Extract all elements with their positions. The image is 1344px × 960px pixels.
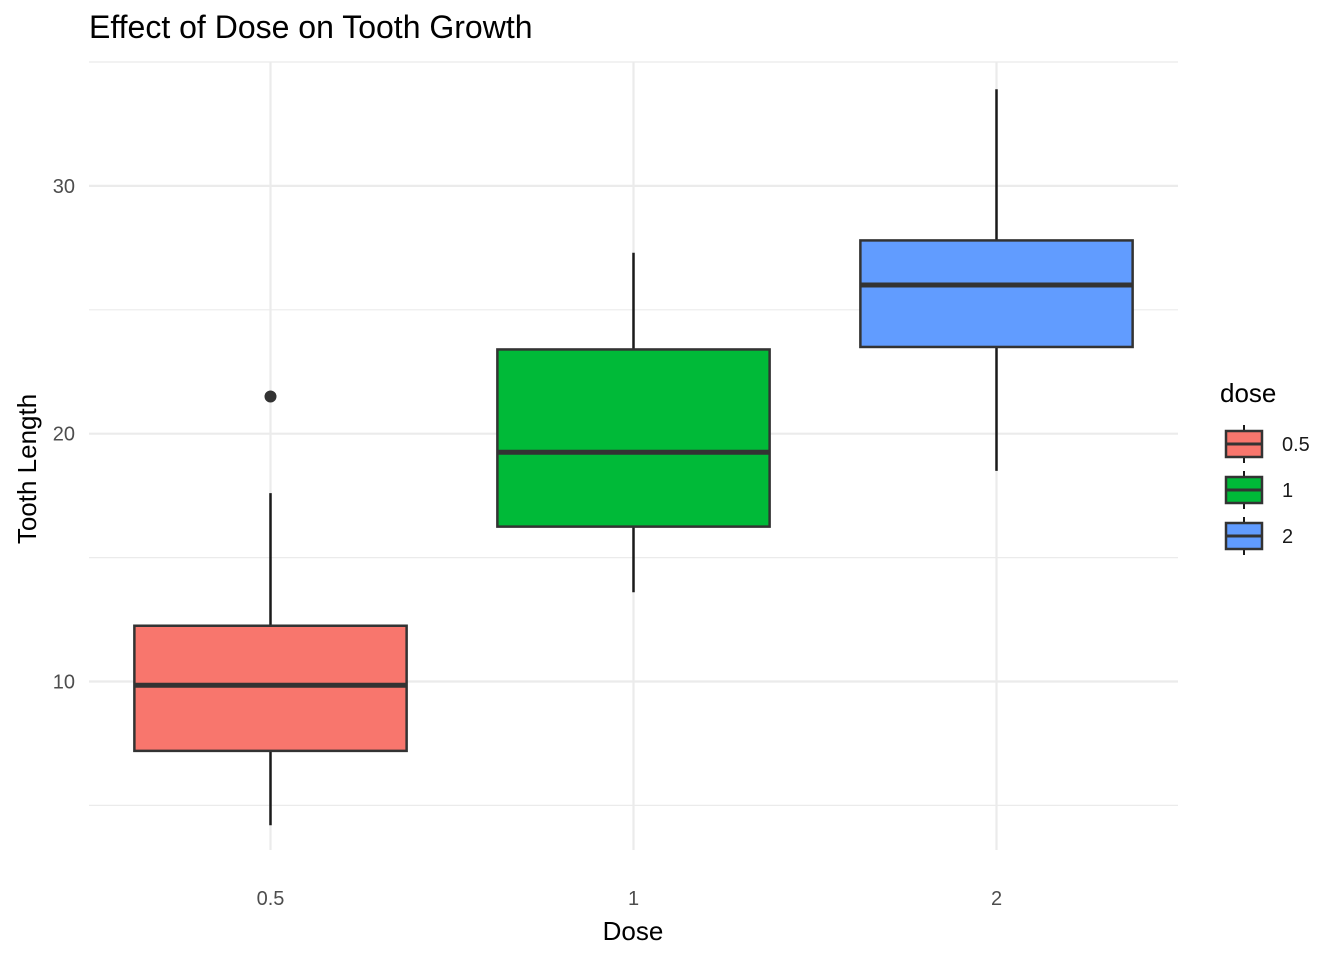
legend: dose 0.5 1 2 bbox=[1220, 378, 1310, 555]
x-tick-label: 2 bbox=[991, 888, 1002, 910]
box-iqr bbox=[133, 624, 408, 753]
legend-title: dose bbox=[1220, 378, 1276, 408]
y-tick-label: 30 bbox=[53, 176, 75, 198]
box-iqr bbox=[496, 348, 771, 528]
outlier-point bbox=[264, 390, 277, 403]
legend-label: 1 bbox=[1282, 480, 1293, 502]
box-iqr bbox=[859, 239, 1134, 349]
chart-title: Effect of Dose on Tooth Growth bbox=[89, 9, 533, 45]
y-axis-ticks: 10 20 30 bbox=[53, 176, 75, 694]
y-axis-title: Tooth Length bbox=[12, 394, 42, 544]
x-axis-ticks: 0.5 1 2 bbox=[257, 888, 1002, 910]
y-tick-label: 20 bbox=[53, 424, 75, 446]
box-layer bbox=[133, 89, 1134, 826]
box-group-1 bbox=[496, 252, 771, 593]
legend-item-1: 1 bbox=[1224, 471, 1293, 509]
box-group-2 bbox=[859, 89, 1134, 471]
x-axis-title: Dose bbox=[603, 916, 664, 946]
legend-item-2: 2 bbox=[1224, 517, 1293, 555]
y-tick-label: 10 bbox=[53, 671, 75, 693]
legend-label: 2 bbox=[1282, 526, 1293, 548]
legend-item-0.5: 0.5 bbox=[1224, 425, 1310, 463]
legend-label: 0.5 bbox=[1282, 434, 1310, 456]
x-tick-label: 0.5 bbox=[257, 888, 285, 910]
box-group-0.5 bbox=[133, 390, 408, 826]
x-tick-label: 1 bbox=[628, 888, 639, 910]
